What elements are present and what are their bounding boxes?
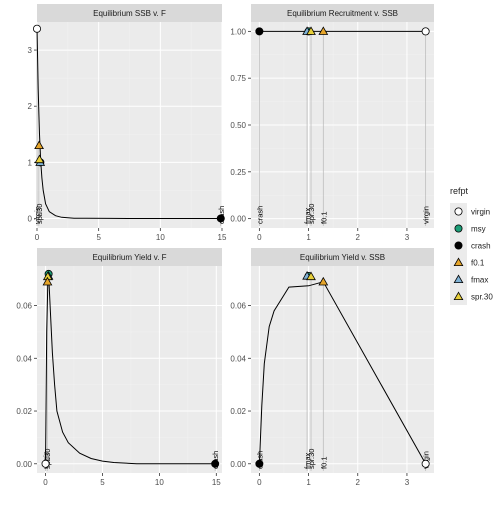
- refpt-point-spr30: [34, 154, 45, 164]
- equilibrium-curve: [258, 281, 427, 465]
- facet-title: Equilibrium SSB v. F: [93, 9, 166, 18]
- y-tick-label: 0.25: [230, 168, 246, 177]
- legend-item-spr30: spr.30: [450, 288, 493, 305]
- reference-line-label: fmax: [303, 452, 312, 469]
- refpt-point-crash: [216, 214, 225, 223]
- reference-line-label: spr.30: [307, 204, 316, 224]
- x-tick-label: 15: [218, 233, 227, 242]
- legend-key-spr30: [453, 291, 464, 301]
- x-tick-label: 5: [100, 478, 105, 487]
- facet-panels: Equilibrium SSB v. F0 5 10 150123virginspr.…: [16, 4, 434, 487]
- legend-key-virgin: [454, 207, 463, 216]
- refpt-point-f01: [318, 276, 329, 286]
- reference-line-label: spr.30: [35, 204, 44, 224]
- facet-panel-4: Equilibrium Yield v. SSB 0 1 2 3 0.00 0.02 0.04…: [230, 248, 434, 487]
- legend-item-crash: crash: [450, 237, 491, 254]
- facet-title: Equilibrium Yield v. SSB: [300, 253, 385, 262]
- facet-strip: [251, 248, 434, 266]
- refpt-point-virgin: [33, 24, 42, 33]
- refpt-point-virgin: [41, 459, 50, 468]
- x-tick-label: 1: [306, 478, 311, 487]
- reference-line-label: spr.30: [43, 449, 52, 469]
- legend-item-msy: msy: [450, 220, 486, 237]
- x-tick-label: 0: [257, 478, 262, 487]
- y-tick-label: 1: [28, 158, 33, 167]
- reference-line-label: f0.1: [319, 211, 328, 224]
- y-tick-label: 0: [28, 214, 33, 223]
- legend-label: msy: [471, 225, 486, 234]
- legend-label: f0.1: [471, 259, 485, 268]
- y-tick-label: 0.75: [230, 74, 246, 83]
- reference-line-label: crash: [255, 206, 264, 224]
- legend-items: virgin msy crash f0.1 fmax spr.30: [450, 203, 493, 305]
- y-tick-label: 0.02: [16, 407, 32, 416]
- facet-panel-2: Equilibrium Recruitment v. SSB 0 1 2 3 0.00 0.…: [230, 4, 434, 242]
- plot-background: [251, 266, 434, 473]
- legend-key-crash: [454, 241, 463, 250]
- x-tick-label: 1: [306, 233, 311, 242]
- y-tick-label: 0.06: [16, 302, 32, 311]
- legend: refpt virgin msy crash f0.1 fmax spr.30: [450, 186, 493, 305]
- y-tick-label: 0.04: [230, 354, 246, 363]
- facet-panel-1: Equilibrium SSB v. F 0 5 10 15 0 1 2 3 virginspr.…: [28, 4, 227, 242]
- y-tick-label: 0.50: [230, 121, 246, 130]
- x-tick-label: 15: [212, 478, 221, 487]
- facet-title: Equilibrium Yield v. F: [92, 253, 166, 262]
- legend-title: refpt: [450, 186, 469, 196]
- x-tick-label: 2: [356, 478, 361, 487]
- x-tick-label: 2: [356, 233, 361, 242]
- refpt-point-virgin: [421, 459, 430, 468]
- legend-label: fmax: [471, 276, 488, 285]
- x-tick-label: 0: [257, 233, 262, 242]
- refpt-point-spr30: [306, 271, 316, 281]
- refpt-point-f01: [318, 26, 329, 35]
- refpt-point-crash: [255, 459, 264, 468]
- x-tick-label: 10: [155, 478, 164, 487]
- legend-label: spr.30: [471, 293, 493, 302]
- legend-key-msy: [454, 224, 463, 233]
- y-tick-label: 2: [28, 102, 33, 111]
- y-tick-label: 0.02: [230, 407, 246, 416]
- reference-line-label: fmax: [303, 207, 312, 224]
- plot-background: [37, 266, 222, 473]
- legend-label: crash: [471, 242, 491, 251]
- refpt-point-f01: [34, 140, 44, 150]
- y-tick-label: 0.00: [230, 460, 246, 469]
- y-tick-label: 0.00: [16, 460, 32, 469]
- y-tick-label: 3: [28, 46, 33, 55]
- legend-item-f01: f0.1: [450, 254, 485, 271]
- refpt-point-crash: [211, 459, 220, 468]
- facet-strip: [37, 4, 222, 22]
- facet-panel-3: Equilibrium Yield v. F 0 5 10 15 0.00 0.02 0.04…: [16, 248, 222, 487]
- legend-item-virgin: virgin: [450, 203, 490, 220]
- refpt-point-crash: [255, 27, 264, 36]
- x-tick-label: 0: [35, 233, 40, 242]
- reference-line-label: virgin: [422, 206, 431, 224]
- legend-key-f01: [453, 257, 464, 267]
- x-tick-label: 5: [96, 233, 101, 242]
- y-tick-label: 0.00: [230, 215, 246, 224]
- reference-line-label: spr.30: [307, 449, 316, 469]
- y-tick-label: 0.04: [16, 354, 32, 363]
- legend-label: virgin: [471, 208, 490, 217]
- x-tick-label: 10: [156, 233, 165, 242]
- x-tick-label: 3: [405, 233, 410, 242]
- x-tick-label: 0: [43, 478, 48, 487]
- y-tick-label: 0.06: [230, 302, 246, 311]
- refpt-point-spr30: [306, 26, 316, 35]
- reference-line-label: f0.1: [319, 456, 328, 469]
- facet-strip: [37, 248, 222, 266]
- y-tick-label: 1.00: [230, 27, 246, 36]
- reference-line-label: virgin: [33, 206, 42, 224]
- refpt-point-f01: [42, 276, 53, 286]
- equilibrium-curve: [36, 27, 222, 219]
- facet-title: Equilibrium Recruitment v. SSB: [287, 9, 398, 18]
- x-tick-label: 3: [405, 478, 410, 487]
- legend-key-fmax: [453, 274, 464, 284]
- legend-item-fmax: fmax: [450, 271, 488, 288]
- facet-strip: [251, 4, 434, 22]
- refpt-point-virgin: [421, 27, 430, 36]
